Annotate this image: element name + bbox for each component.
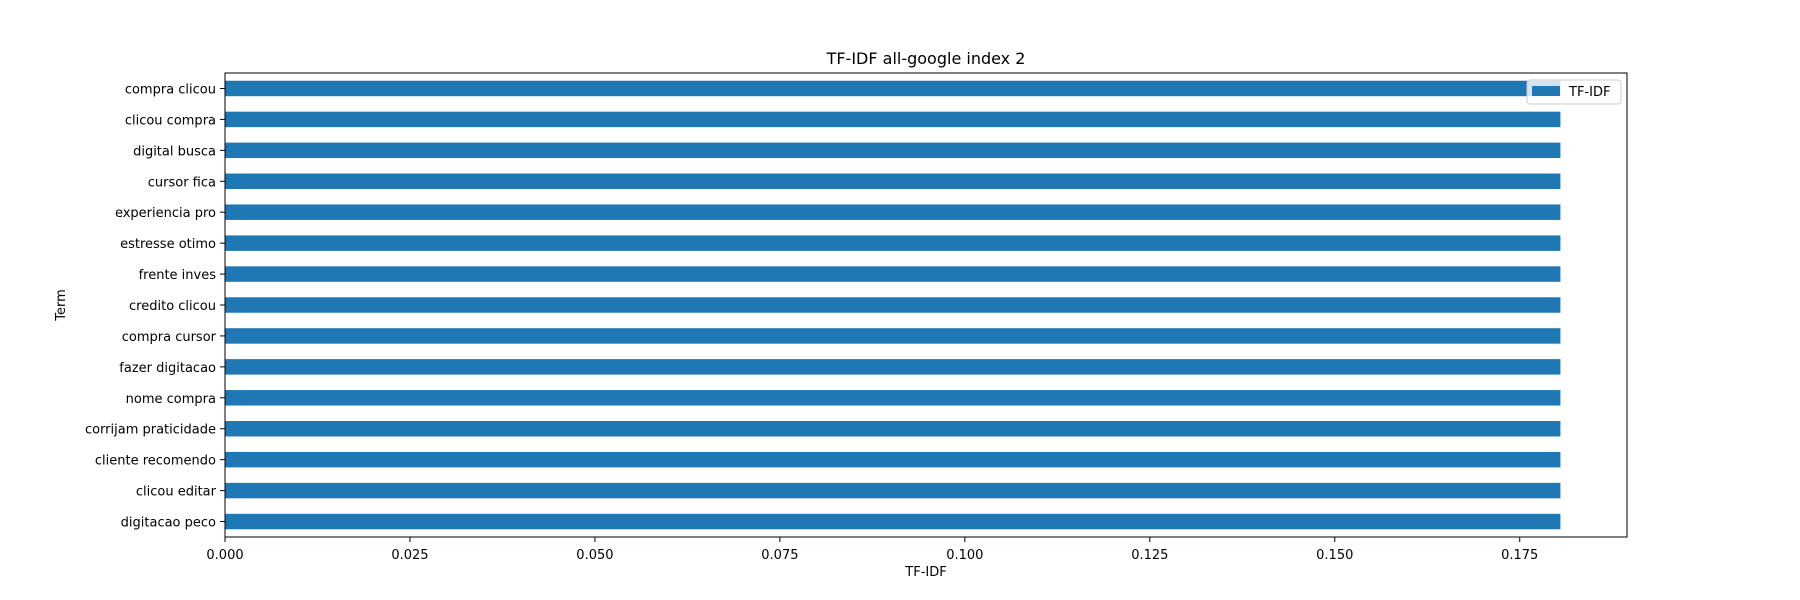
x-tick-label: 0.175: [1501, 548, 1538, 563]
legend: TF-IDF: [1526, 79, 1622, 105]
bar: [225, 390, 1561, 406]
bar: [225, 328, 1561, 344]
y-tick-label: clicou compra: [125, 113, 216, 128]
x-ticks-group: 0.000 0.025 0.050 0.075 0.100 0.125 0.150 0.175: [206, 537, 1538, 563]
chart-title: TF-IDF all-google index 2: [826, 49, 1026, 68]
bar: [225, 142, 1561, 159]
bar: [225, 359, 1561, 375]
bar: [225, 80, 1561, 97]
x-tick-label: 0.000: [206, 548, 243, 563]
y-tick-label: experiencia pro: [115, 206, 216, 221]
bar: [225, 173, 1561, 189]
x-axis-label: TF-IDF: [904, 565, 946, 580]
bar: [225, 235, 1561, 251]
x-tick-label: 0.150: [1316, 548, 1353, 563]
x-tick-label: 0.125: [1131, 548, 1168, 563]
y-tick-label: nome compra: [126, 392, 216, 407]
bar: [225, 204, 1561, 220]
y-tick-label: clicou editar: [136, 485, 217, 500]
x-tick-label: 0.025: [391, 548, 428, 563]
bar: [225, 266, 1561, 282]
y-tick-label: corrijam praticidade: [85, 423, 216, 438]
y-tick-label: digitacao peco: [121, 516, 216, 531]
y-axis-label: Term: [54, 289, 69, 322]
y-ticks-group: compra clicou clicou compra digital busca c…: [85, 82, 225, 531]
bars-group: [225, 80, 1561, 530]
plot-frame: [224, 72, 1628, 538]
x-tick-label: 0.075: [761, 548, 798, 563]
bar: [225, 513, 1561, 530]
bar: [225, 451, 1561, 468]
y-tick-label: digital busca: [133, 144, 216, 159]
y-tick-label: cliente recomendo: [95, 454, 216, 469]
y-tick-label: estresse otimo: [120, 237, 216, 252]
bar: [225, 297, 1561, 313]
y-tick-label: fazer digitacao: [119, 361, 216, 376]
legend-label: TF-IDF: [1568, 85, 1610, 100]
y-tick-label: credito clicou: [129, 299, 216, 314]
bar: [225, 111, 1561, 128]
bar: [225, 421, 1561, 437]
x-tick-label: 0.050: [576, 548, 613, 563]
y-tick-label: compra cursor: [122, 330, 217, 345]
legend-swatch: [1532, 86, 1560, 96]
y-tick-label: cursor fica: [148, 175, 216, 190]
y-tick-label: compra clicou: [125, 82, 216, 97]
y-tick-label: frente inves: [139, 268, 217, 283]
x-tick-label: 0.100: [946, 548, 983, 563]
bar: [225, 482, 1561, 499]
